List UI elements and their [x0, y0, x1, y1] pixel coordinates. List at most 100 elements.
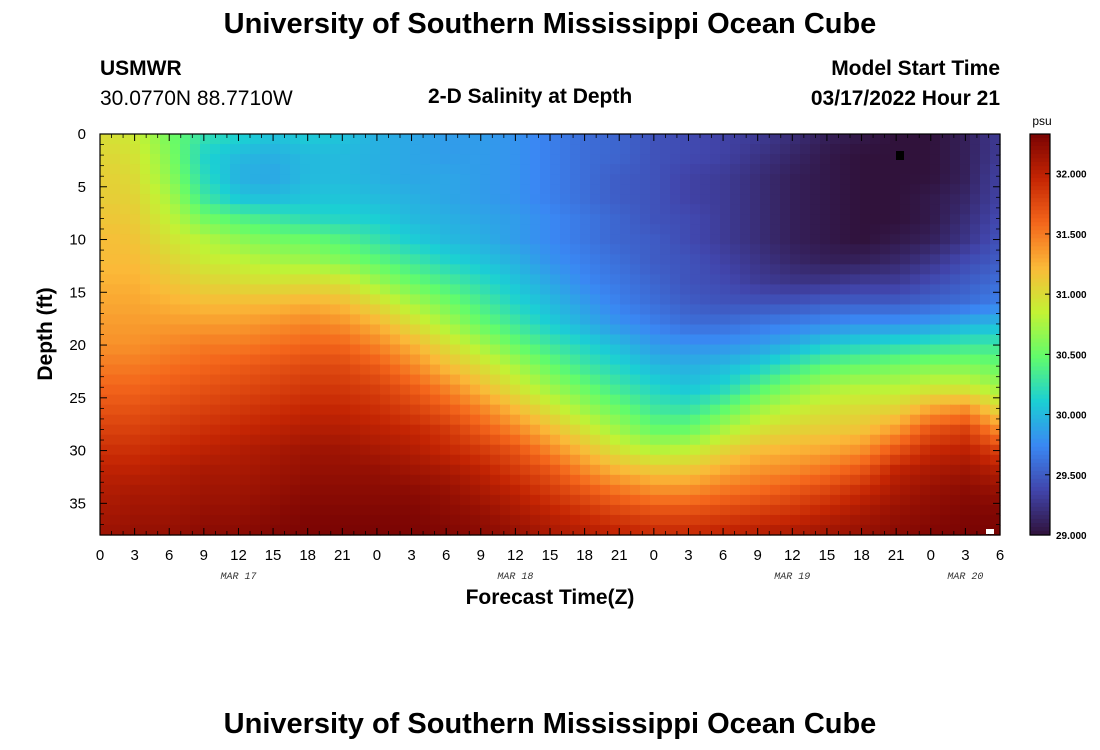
colorbar-segment: [1030, 342, 1050, 348]
heatmap-cell: [480, 514, 491, 526]
heatmap-cell: [170, 394, 181, 406]
heatmap-cell: [550, 204, 561, 215]
heatmap-cell: [130, 514, 141, 526]
heatmap-cell: [600, 434, 611, 446]
heatmap-cell: [410, 214, 421, 225]
heatmap-cell: [510, 324, 521, 336]
heatmap-cell: [400, 274, 411, 285]
heatmap-cell: [540, 294, 551, 306]
x-tick-label: 15: [542, 547, 559, 564]
heatmap-cell: [270, 304, 281, 316]
heatmap-cell: [560, 234, 571, 245]
heatmap-cell: [680, 474, 691, 486]
heatmap-cell: [580, 224, 591, 235]
colorbar-segment: [1030, 182, 1050, 187]
heatmap-cell: [690, 264, 701, 275]
heatmap-cell: [330, 394, 341, 406]
colorbar-segment: [1030, 406, 1050, 412]
heatmap-cell: [960, 144, 971, 155]
heatmap-cell: [870, 214, 881, 225]
heatmap-cell: [650, 164, 661, 175]
heatmap-cell: [570, 204, 581, 215]
heatmap-cell: [990, 254, 1001, 265]
heatmap-cell: [570, 354, 581, 366]
heatmap-cell: [210, 284, 221, 296]
heatmap-cell: [170, 294, 181, 306]
heatmap-cell: [160, 394, 171, 406]
heatmap-cell: [760, 224, 771, 235]
heatmap-cell: [730, 424, 741, 436]
x-tick-label: 0: [96, 547, 104, 564]
heatmap-cell: [440, 214, 451, 225]
heatmap-cell: [530, 214, 541, 225]
heatmap-cell: [360, 174, 371, 185]
colorbar-segment: [1030, 230, 1050, 235]
heatmap-cell: [820, 464, 831, 476]
heatmap-cell: [270, 204, 281, 215]
heatmap-cell: [910, 484, 921, 496]
heatmap-cell: [630, 264, 641, 275]
heatmap-cell: [290, 244, 301, 255]
heatmap-cell: [830, 324, 841, 336]
heatmap-cell: [200, 454, 211, 466]
heatmap-cell: [570, 474, 581, 486]
heatmap-cell: [120, 484, 131, 496]
heatmap-cell: [650, 494, 661, 506]
heatmap-cell: [890, 184, 901, 195]
heatmap-cell: [740, 324, 751, 336]
heatmap-cell: [400, 464, 411, 476]
heatmap-cell: [670, 334, 681, 346]
heatmap-cell: [950, 214, 961, 225]
heatmap-cell: [830, 364, 841, 376]
heatmap-cell: [110, 284, 121, 296]
heatmap-cell: [970, 514, 981, 526]
heatmap-cell: [720, 324, 731, 336]
heatmap-cell: [910, 344, 921, 356]
x-tick-label: 21: [334, 547, 351, 564]
heatmap-cell: [970, 304, 981, 316]
heatmap-cell: [330, 174, 341, 185]
heatmap-cell: [420, 234, 431, 245]
heatmap-cell: [550, 164, 561, 175]
heatmap-cell: [660, 504, 671, 516]
heatmap-cell: [230, 134, 241, 145]
heatmap-cell: [600, 414, 611, 426]
heatmap-cell: [270, 354, 281, 366]
heatmap-cell: [440, 374, 451, 386]
heatmap-cell: [960, 354, 971, 366]
heatmap-cell: [240, 354, 251, 366]
heatmap-cell: [680, 194, 691, 205]
heatmap-cell: [650, 204, 661, 215]
heatmap-cell: [810, 344, 821, 356]
heatmap-cell: [570, 514, 581, 526]
heatmap-cell: [680, 364, 691, 376]
heatmap-cell: [370, 364, 381, 376]
heatmap-cell: [280, 404, 291, 416]
heatmap-cell: [880, 444, 891, 456]
colorbar-segment: [1030, 142, 1050, 147]
heatmap-cell: [290, 264, 301, 275]
heatmap-cell: [940, 314, 951, 326]
heatmap-cell: [740, 264, 751, 275]
heatmap-cell: [160, 404, 171, 416]
heatmap-cell: [890, 374, 901, 386]
heatmap-cell: [920, 144, 931, 155]
heatmap-cell: [190, 384, 201, 396]
heatmap-cell: [120, 274, 131, 285]
heatmap-cell: [640, 464, 651, 476]
heatmap-cell: [630, 254, 641, 265]
heatmap-cell: [620, 194, 631, 205]
heatmap-cell: [730, 274, 741, 285]
heatmap-cell: [830, 254, 841, 265]
heatmap-cell: [980, 344, 991, 356]
heatmap-cell: [840, 424, 851, 436]
heatmap-cell: [390, 304, 401, 316]
heatmap-cell: [580, 514, 591, 526]
heatmap-cell: [310, 264, 321, 275]
heatmap-cell: [410, 354, 421, 366]
heatmap-cell: [680, 294, 691, 306]
heatmap-cell: [810, 154, 821, 165]
heatmap-cell: [810, 434, 821, 446]
heatmap-cell: [630, 284, 641, 296]
heatmap-cell: [770, 194, 781, 205]
